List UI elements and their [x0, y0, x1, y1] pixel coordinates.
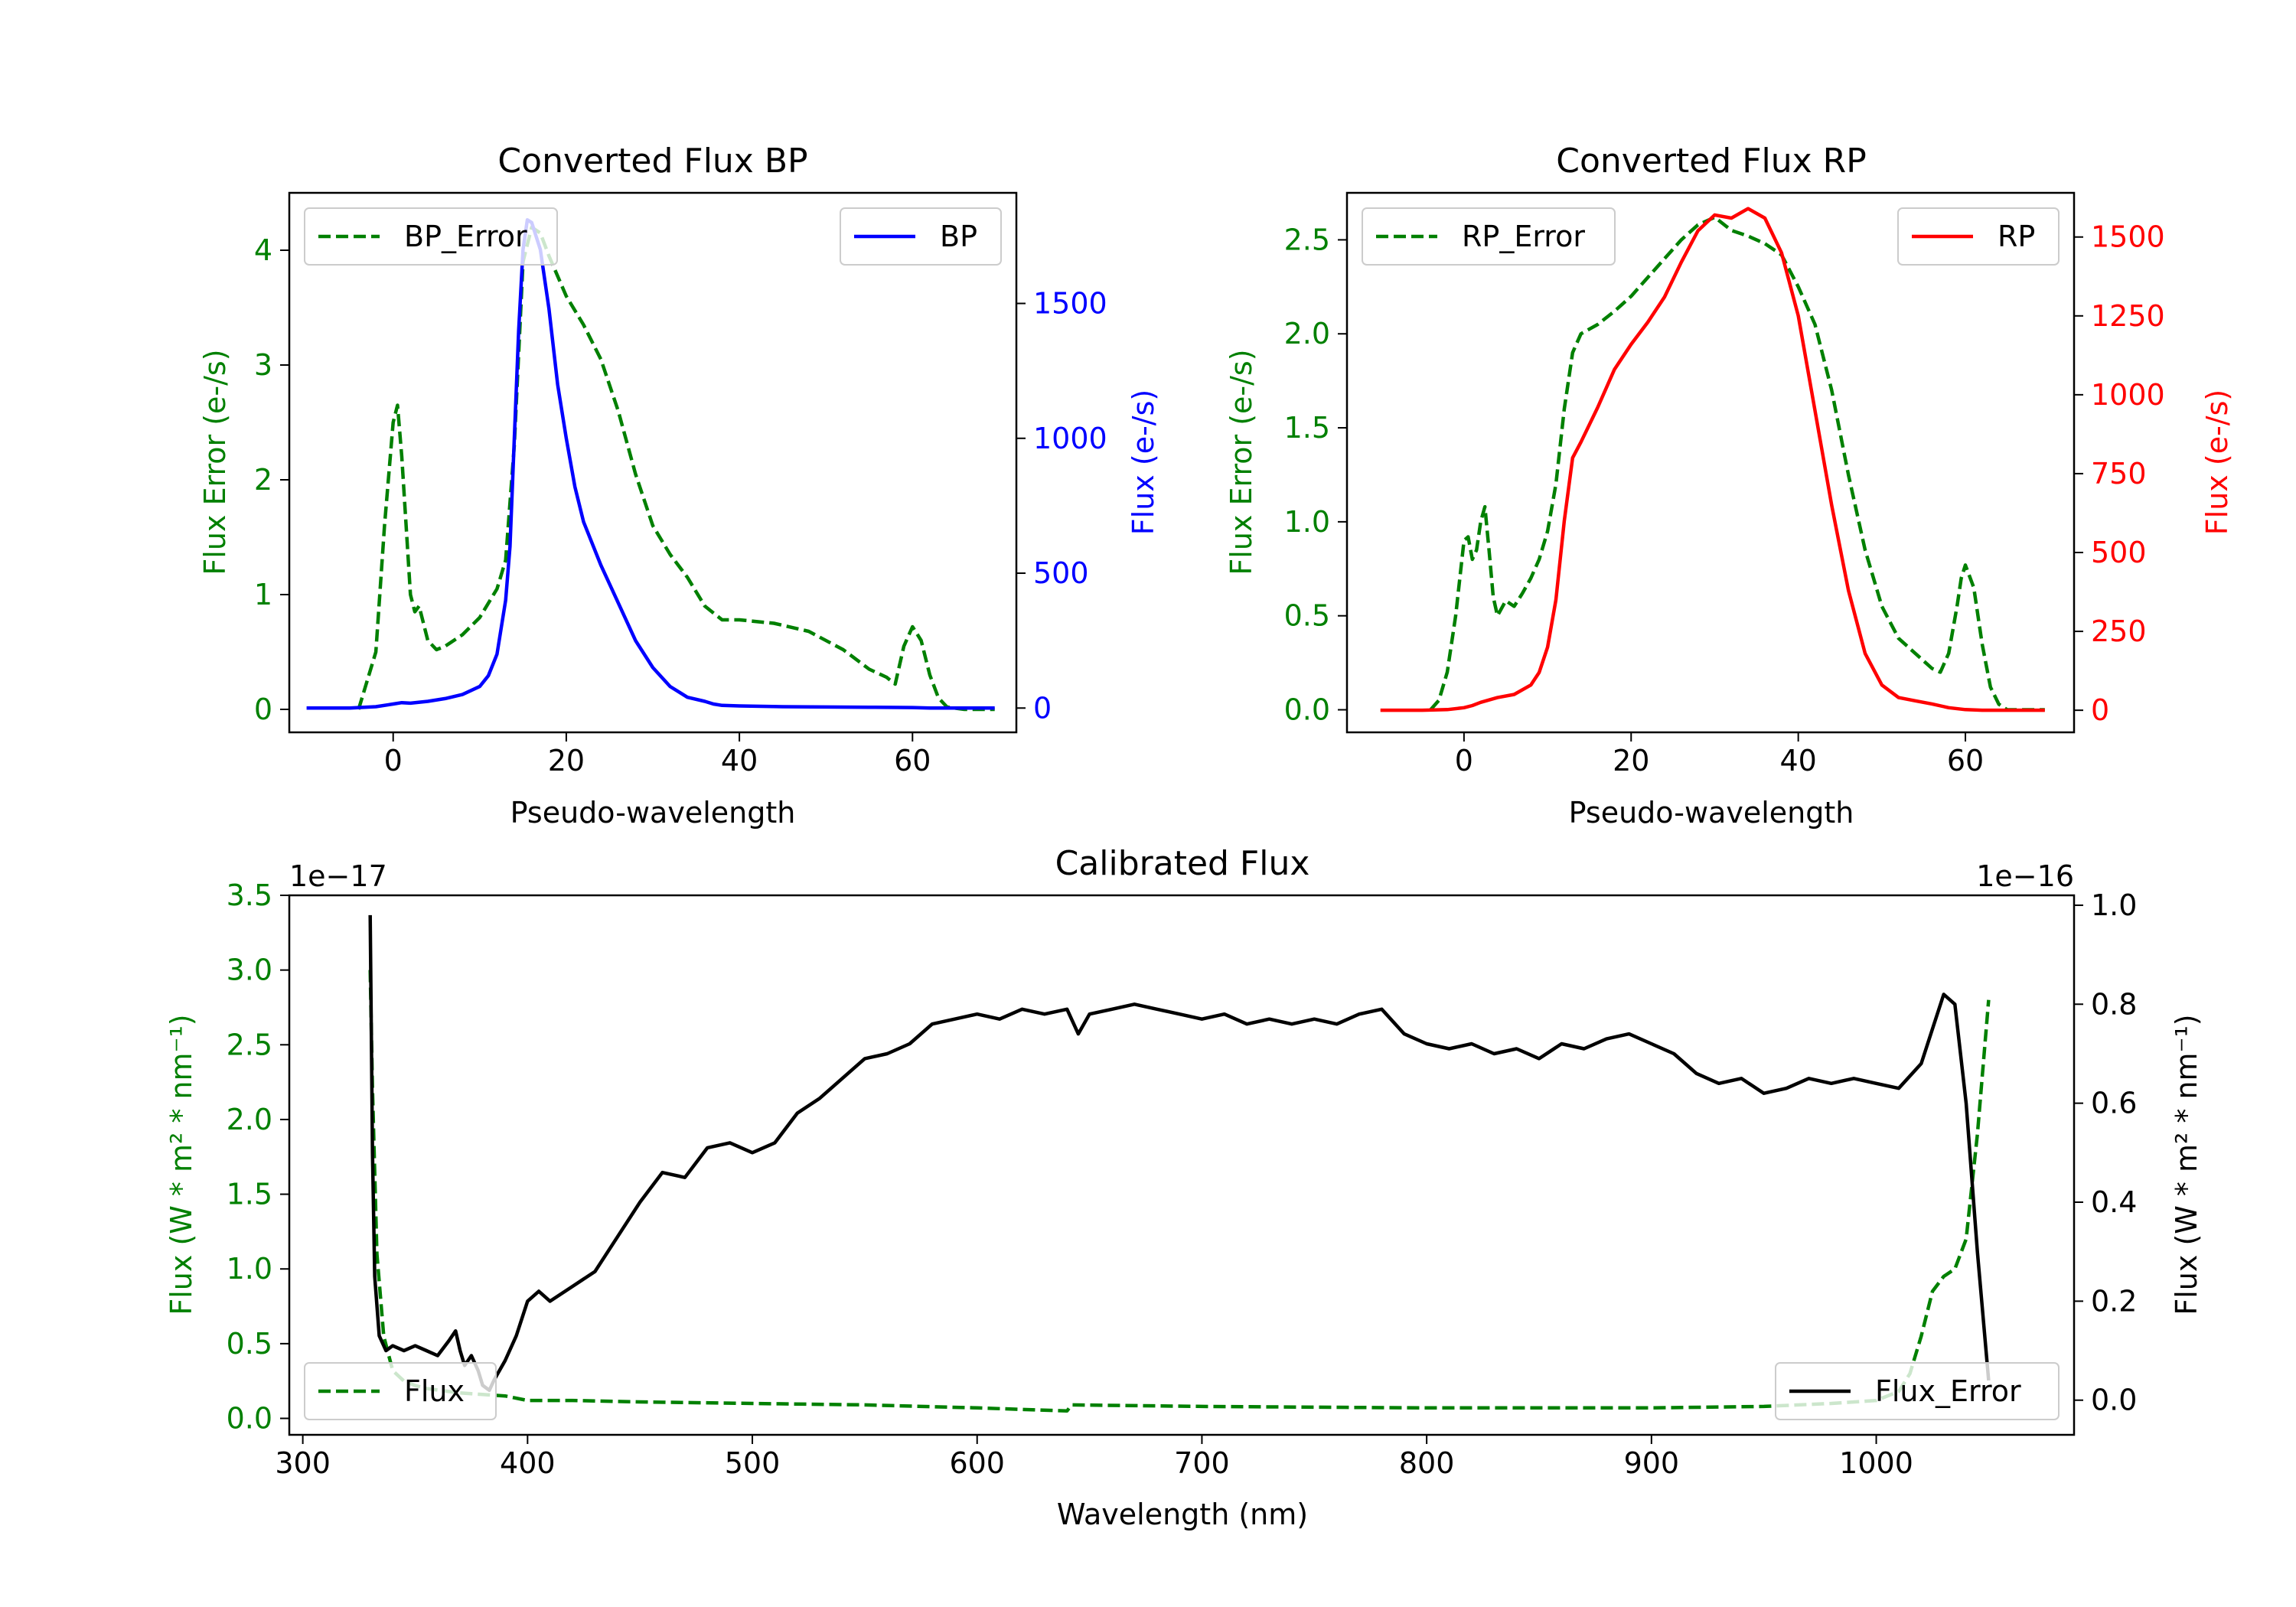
- legend-label: RP_Error: [1462, 220, 1585, 253]
- legend-bp: BP: [840, 207, 1002, 266]
- axes-frame: [1345, 191, 2076, 734]
- legend-flux-error: Flux_Error: [1775, 1362, 2060, 1420]
- panel-bp-title: Converted Flux BP: [497, 142, 807, 181]
- legend-label: BP: [940, 220, 977, 253]
- legend-bp-error: BP_Error: [304, 207, 558, 266]
- y-right-tick-label: 250: [2091, 614, 2147, 648]
- right-axis-scale-label: 1e−16: [1976, 859, 2074, 893]
- y-right-tick-label: 1500: [2091, 220, 2165, 254]
- x-tick-label: 300: [275, 1446, 331, 1480]
- y-left-tick-label: 3: [254, 348, 272, 382]
- panel-bp-ylabel-left: Flux Error (e-/s): [198, 349, 232, 575]
- legend-box: [1362, 207, 1616, 266]
- panel-bp-xlabel: Pseudo-wavelength: [510, 796, 796, 830]
- panel-rp-title: Converted Flux RP: [1556, 142, 1867, 181]
- panel-calibrated-ylabel-right: Flux (W * m² * nm⁻¹): [2170, 1014, 2203, 1315]
- y-left-tick-label: 0: [254, 693, 272, 726]
- y-right-tick-label: 1000: [2091, 378, 2165, 412]
- y-left-tick-label: 0.5: [227, 1327, 272, 1361]
- y-left-tick-label: 3.5: [227, 878, 272, 912]
- y-right-tick-label: 1500: [1033, 287, 1107, 321]
- legend-rp: RP: [1897, 207, 2060, 266]
- panel-rp-ylabel-right: Flux (e-/s): [2200, 390, 2234, 535]
- panel-calibrated: Calibrated Flux 300 400 500 600 700 800 900 100…: [165, 844, 2203, 1531]
- legend-label: Flux: [404, 1374, 465, 1408]
- x-tick-label: 900: [1624, 1446, 1680, 1480]
- y-right-tick-label: 500: [2091, 536, 2147, 569]
- panel-rp-xlabel: Pseudo-wavelength: [1569, 796, 1854, 830]
- y-left-tick-label: 1.5: [227, 1178, 272, 1211]
- x-tick-label: 20: [548, 744, 585, 777]
- legend-box: [1897, 207, 2060, 266]
- x-tick-label: 60: [1947, 744, 1984, 777]
- x-tick-label: 60: [894, 744, 931, 777]
- panel-calibrated-title: Calibrated Flux: [1055, 844, 1310, 883]
- y-left-tick-label: 0.5: [1284, 599, 1330, 633]
- y-right-tick-label: 0.2: [2091, 1284, 2137, 1318]
- x-tick-label: 40: [1779, 744, 1816, 777]
- y-left-tick-label: 2.0: [1284, 317, 1330, 350]
- x-tick-label: 0: [1455, 744, 1473, 777]
- y-left-tick-label: 2.5: [227, 1028, 272, 1061]
- y-left-tick-label: 2: [254, 463, 272, 497]
- series-line-rp-error: [1429, 215, 2045, 712]
- legend-flux: Flux: [304, 1362, 497, 1420]
- x-tick-label: 20: [1613, 744, 1649, 777]
- y-left-tick-label: 2.5: [1284, 223, 1330, 256]
- legend-box: [304, 207, 558, 266]
- series-line-bp: [306, 218, 995, 710]
- x-tick-label: 400: [500, 1446, 556, 1480]
- left-axis-scale-label: 1e−17: [289, 859, 387, 893]
- x-tick-label: 500: [725, 1446, 781, 1480]
- x-tick-label: 600: [949, 1446, 1005, 1480]
- y-left-tick-label: 1.0: [1284, 505, 1330, 539]
- y-left-tick-label: 1.5: [1284, 411, 1330, 445]
- series-line-bp-error: [357, 225, 995, 712]
- y-left-tick-label: 0.0: [227, 1402, 272, 1436]
- axes-frame: [288, 894, 2076, 1436]
- y-left-tick-label: 2.0: [227, 1103, 272, 1136]
- panel-calibrated-xlabel: Wavelength (nm): [1057, 1498, 1308, 1531]
- y-right-tick-label: 750: [2091, 457, 2147, 491]
- y-left-tick-label: 0.0: [1284, 693, 1330, 727]
- panel-bp: Converted Flux BP 0 20 40 60012340500100015…: [198, 142, 1160, 830]
- y-right-tick-label: 0.6: [2091, 1087, 2137, 1120]
- y-right-tick-label: 0: [2091, 693, 2109, 727]
- y-right-tick-label: 500: [1033, 556, 1089, 590]
- legend-label: BP_Error: [404, 220, 527, 253]
- legend-label: RP: [1998, 220, 2035, 253]
- y-right-tick-label: 0: [1033, 691, 1052, 725]
- y-right-tick-label: 1000: [1033, 422, 1107, 455]
- legend-box: [304, 1362, 497, 1420]
- x-tick-label: 1000: [1839, 1446, 1913, 1480]
- axes-frame: [288, 191, 1018, 734]
- panel-rp-plot: 0 20 40 60 0.0 0.5 1.0 1.5 2.0 2.5 0 250 500 750 1000 1…: [1284, 191, 2165, 777]
- x-tick-label: 700: [1174, 1446, 1230, 1480]
- legend-box: [840, 207, 1002, 266]
- panel-calibrated-ylabel-left: Flux (W * m² * nm⁻¹): [165, 1014, 198, 1315]
- legend-box: [1775, 1362, 2060, 1420]
- y-right-tick-label: 0.0: [2091, 1384, 2137, 1417]
- series-line-rp: [1380, 207, 2045, 712]
- x-tick-label: 40: [721, 744, 758, 777]
- panel-bp-ylabel-right: Flux (e-/s): [1127, 390, 1160, 535]
- legend-rp-error: RP_Error: [1362, 207, 1616, 266]
- y-left-tick-label: 4: [254, 233, 272, 267]
- x-tick-label: 800: [1399, 1446, 1455, 1480]
- x-tick-label: 0: [384, 744, 403, 777]
- y-right-tick-label: 1.0: [2091, 888, 2137, 922]
- panel-calibrated-plot: 300 400 500 600 700 800 900 1000 0.0 0.5 1.0 1.5 2.0…: [227, 878, 2138, 1480]
- y-right-tick-label: 1250: [2091, 299, 2165, 333]
- legend-label: Flux_Error: [1875, 1374, 2021, 1408]
- panel-rp-ylabel-left: Flux Error (e-/s): [1225, 349, 1258, 575]
- panel-rp: Converted Flux RP 0 20 40 60 0.0 0.5 1.0 1.5 2.0…: [1225, 142, 2234, 830]
- y-left-tick-label: 1: [254, 578, 272, 611]
- y-right-tick-label: 0.8: [2091, 987, 2137, 1021]
- y-right-tick-label: 0.4: [2091, 1185, 2137, 1219]
- y-left-tick-label: 3.0: [227, 953, 272, 987]
- y-left-tick-label: 1.0: [227, 1252, 272, 1286]
